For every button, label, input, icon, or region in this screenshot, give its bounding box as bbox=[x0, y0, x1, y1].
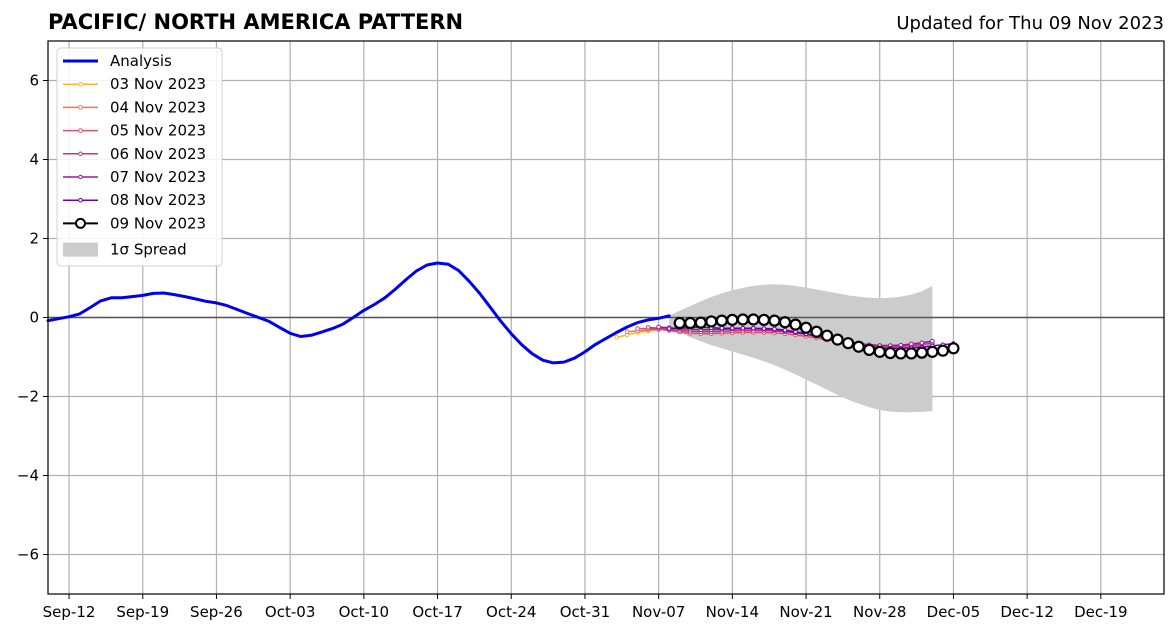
updated-date: Updated for Thu 09 Nov 2023 bbox=[896, 13, 1164, 34]
forecast-point bbox=[930, 338, 935, 344]
x-tick-label: Oct-03 bbox=[265, 603, 315, 621]
forecast-point bbox=[782, 327, 788, 333]
y-tick-label: −4 bbox=[17, 467, 39, 485]
forecast-point bbox=[715, 314, 728, 327]
forecast-point bbox=[831, 333, 844, 346]
forecast-point bbox=[768, 314, 781, 327]
legend-box bbox=[56, 47, 223, 267]
forecast-point bbox=[666, 326, 672, 331]
series-layer bbox=[46, 261, 960, 365]
forecast-point bbox=[635, 326, 640, 331]
legend-marker bbox=[78, 174, 83, 180]
y-tick-label: −6 bbox=[17, 546, 39, 564]
axes: Sep-12 Sep-19 Sep-26 Oct-03 Oct-10 Oct-17 Oct-… bbox=[17, 40, 1165, 621]
forecast-point bbox=[799, 321, 813, 334]
x-tick-label: Oct-10 bbox=[339, 603, 389, 621]
y-tick-label: 6 bbox=[29, 72, 39, 90]
forecast-point bbox=[726, 313, 739, 326]
forecast-point bbox=[894, 347, 907, 360]
legend: Analysis 03 Nov 2023 04 Nov 2023 05 Nov 202… bbox=[56, 47, 223, 267]
forecast-point bbox=[810, 325, 823, 338]
legend-label: 05 Nov 2023 bbox=[110, 122, 206, 140]
x-tick-label: Nov-28 bbox=[853, 603, 906, 621]
legend-swatch bbox=[63, 242, 98, 257]
legend-marker bbox=[78, 105, 83, 110]
forecast-point bbox=[915, 346, 928, 359]
forecast-point bbox=[624, 329, 630, 335]
legend-label: 03 Nov 2023 bbox=[110, 75, 206, 93]
x-tick-label: Sep-19 bbox=[116, 603, 169, 621]
x-tick-label: Oct-17 bbox=[412, 603, 462, 621]
y-tick-label: −2 bbox=[17, 388, 39, 406]
forecast-point bbox=[684, 316, 697, 330]
y-tick-label: 4 bbox=[29, 151, 39, 169]
legend-label: 04 Nov 2023 bbox=[110, 98, 206, 116]
forecast-point bbox=[761, 326, 767, 331]
legend-label: 06 Nov 2023 bbox=[110, 145, 206, 163]
forecast-point bbox=[919, 340, 925, 346]
forecast-point bbox=[772, 326, 777, 332]
legend-marker bbox=[78, 197, 83, 203]
forecast-point bbox=[614, 334, 619, 340]
forecast-point bbox=[673, 316, 686, 330]
legend-label: 07 Nov 2023 bbox=[110, 168, 206, 186]
x-tick-label: Nov-21 bbox=[779, 603, 832, 621]
y-tick-label: 2 bbox=[29, 230, 39, 248]
legend-marker bbox=[78, 151, 83, 157]
forecast-point bbox=[873, 345, 886, 358]
forecast-point bbox=[645, 325, 651, 330]
forecast-point bbox=[656, 324, 661, 330]
forecast-point bbox=[740, 325, 746, 331]
forecast-point bbox=[884, 346, 897, 360]
analysis-line bbox=[46, 261, 671, 365]
forecast-point bbox=[757, 313, 771, 326]
x-tick-label: Dec-12 bbox=[1000, 603, 1054, 621]
forecast-point bbox=[789, 318, 802, 331]
x-tick-label: Oct-24 bbox=[486, 603, 536, 621]
forecast-point bbox=[730, 325, 735, 331]
legend-label: Analysis bbox=[110, 52, 172, 70]
legend-label: 09 Nov 2023 bbox=[110, 214, 206, 232]
forecast-point bbox=[905, 347, 918, 360]
forecast-point bbox=[936, 344, 950, 357]
forecast-point bbox=[736, 313, 749, 326]
forecast-point bbox=[705, 315, 718, 328]
forecast-point bbox=[842, 337, 855, 350]
x-tick-label: Oct-31 bbox=[560, 603, 610, 621]
forecast-point bbox=[863, 343, 876, 356]
x-tick-label: Sep-12 bbox=[43, 603, 96, 621]
y-tick-label: 0 bbox=[29, 309, 39, 327]
legend-label: 08 Nov 2023 bbox=[110, 191, 206, 209]
forecast-point bbox=[751, 325, 756, 331]
forecast-point bbox=[926, 345, 939, 358]
forecast-point bbox=[909, 341, 914, 347]
x-tick-label: Nov-07 bbox=[632, 603, 685, 621]
legend-marker bbox=[78, 81, 83, 87]
legend-marker bbox=[78, 128, 83, 133]
forecast-point bbox=[947, 342, 960, 355]
forecast-point bbox=[778, 316, 792, 329]
x-tick-label: Nov-14 bbox=[706, 603, 759, 621]
legend-label: 1σ Spread bbox=[110, 241, 187, 259]
x-tick-label: Dec-05 bbox=[927, 603, 981, 621]
forecast-series bbox=[673, 313, 960, 360]
x-tick-label: Dec-19 bbox=[1074, 603, 1128, 621]
x-tick-label: Sep-26 bbox=[190, 603, 243, 621]
forecast-point bbox=[747, 313, 760, 326]
legend-marker bbox=[75, 217, 86, 229]
forecast-point bbox=[820, 329, 834, 342]
forecast-line bbox=[669, 326, 954, 350]
forecast-point bbox=[694, 316, 707, 329]
forecast-point bbox=[719, 325, 725, 331]
forecast-point bbox=[852, 340, 865, 353]
chart-title: PACIFIC/ NORTH AMERICA PATTERN bbox=[48, 10, 463, 34]
